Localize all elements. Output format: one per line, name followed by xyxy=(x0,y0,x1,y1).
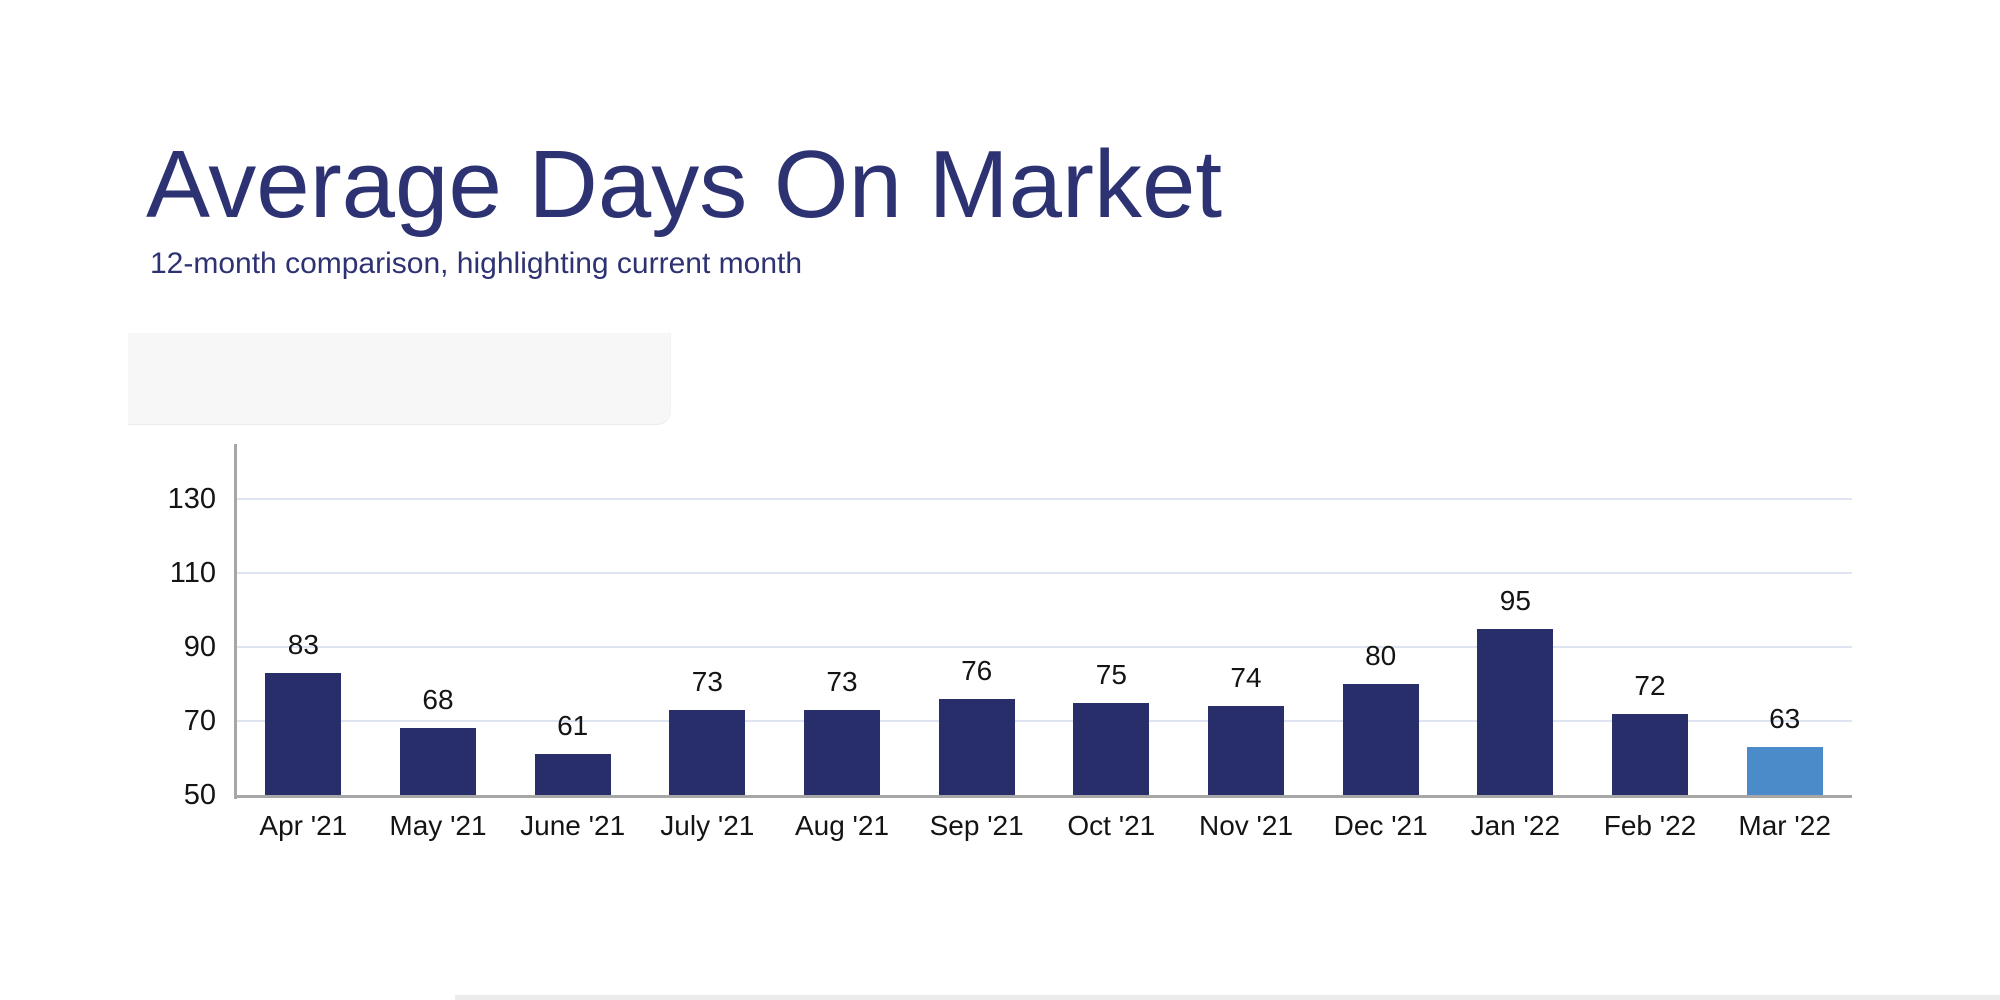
chart-title: Average Days On Market xyxy=(146,131,1223,238)
y-tick-label: 90 xyxy=(183,631,216,663)
bar xyxy=(1342,684,1419,795)
x-tick-label: Mar '22 xyxy=(1738,810,1831,841)
bar-value-label: 63 xyxy=(1769,702,1801,734)
faint-background-panel xyxy=(128,333,671,425)
bar-value-label: 83 xyxy=(287,628,319,660)
x-axis-line xyxy=(234,795,1852,798)
x-tick-label: Dec '21 xyxy=(1333,810,1428,841)
bar xyxy=(265,672,342,795)
bar xyxy=(938,698,1015,795)
y-tick-label: 130 xyxy=(167,483,216,515)
bar-value-label: 95 xyxy=(1499,584,1531,616)
bar-value-label: 76 xyxy=(961,654,993,686)
x-tick-label: July '21 xyxy=(660,810,755,841)
chart-subtitle: 12-month comparison, highlighting curren… xyxy=(150,247,803,280)
bar-value-label: 72 xyxy=(1634,669,1666,701)
bottom-edge-line xyxy=(455,995,2000,1000)
bar-value-label: 61 xyxy=(557,710,589,742)
x-tick-label: Apr '21 xyxy=(259,810,348,841)
bar xyxy=(1477,628,1554,795)
x-tick-label: Jan '22 xyxy=(1470,810,1561,841)
x-tick-label: Feb '22 xyxy=(1603,810,1697,841)
y-tick-label: 110 xyxy=(169,557,216,589)
bar-value-label: 74 xyxy=(1230,662,1262,694)
bar-value-label: 75 xyxy=(1095,658,1127,690)
bar xyxy=(534,754,611,795)
x-tick-label: May '21 xyxy=(389,810,487,841)
y-axis-line xyxy=(234,444,237,799)
y-tick-label: 50 xyxy=(183,779,216,811)
x-tick-label: Sep '21 xyxy=(929,810,1024,841)
bar-value-label: 73 xyxy=(826,665,858,697)
bar xyxy=(669,709,746,795)
bar-value-label: 68 xyxy=(422,684,454,716)
bar xyxy=(1612,713,1688,795)
bar xyxy=(1208,706,1284,795)
bar-highlighted xyxy=(1746,746,1823,795)
bar-value-label: 80 xyxy=(1365,640,1397,671)
x-tick-label: Nov '21 xyxy=(1198,810,1294,841)
bar xyxy=(804,709,880,795)
x-tick-label: Oct '21 xyxy=(1067,810,1156,841)
gridline-130 xyxy=(236,498,1852,500)
x-tick-label: June '21 xyxy=(520,810,626,841)
x-tick-label: Aug '21 xyxy=(794,810,890,841)
gridline-70 xyxy=(236,720,1852,722)
bar-value-label: 73 xyxy=(691,665,723,697)
bar xyxy=(400,728,476,795)
gridline-90 xyxy=(236,646,1852,648)
gridline-110 xyxy=(236,572,1852,574)
y-tick-label: 70 xyxy=(183,705,216,737)
bar xyxy=(1073,702,1150,795)
